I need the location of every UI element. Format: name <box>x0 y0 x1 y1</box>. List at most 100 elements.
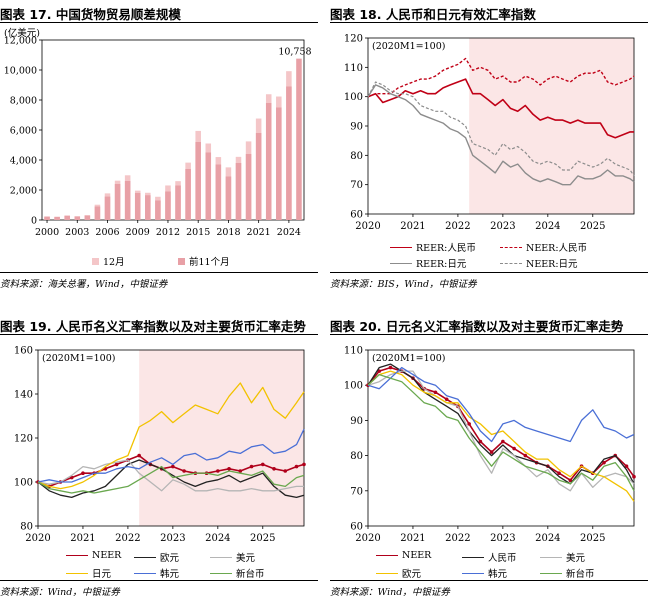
legend-label: NEER <box>92 550 122 561</box>
panel-effective-exchange-rate: 图表 18. 人民币和日元有效汇率指数 (2020M1=100) 60 70 80 90… <box>330 0 648 296</box>
y-tick-label: 10,000 <box>4 66 37 77</box>
title-rule <box>0 22 318 23</box>
chart-title: 图表 18. 人民币和日元有效汇率指数 <box>330 7 536 22</box>
legend-item: NEER:日元 <box>500 256 578 270</box>
series-line <box>37 428 305 483</box>
legend-label: NEER <box>402 550 432 561</box>
series-point <box>467 422 471 426</box>
series-point <box>624 464 629 468</box>
legend: REER:人民币 NEER:人民币 REER:日元 NEER:日元 <box>330 238 648 272</box>
legend-item: 前11个月 <box>178 254 230 268</box>
series-line <box>367 363 635 485</box>
chart-title: 图表 19. 人民币名义汇率指数以及对主要货币汇率走势 <box>0 319 306 334</box>
series-point <box>238 469 243 473</box>
legend-label: 12月 <box>103 257 125 268</box>
x-tick-label: 2009 <box>126 227 150 238</box>
legend-label: 欧元 <box>160 553 180 564</box>
series-point <box>272 467 276 471</box>
legend-label: 日元 <box>92 569 112 580</box>
title-rule <box>330 334 648 335</box>
bar-jan-nov <box>84 215 91 220</box>
series-point <box>302 462 306 467</box>
x-tick-label: 2021 <box>400 221 425 232</box>
legend-swatch <box>210 572 232 574</box>
x-tick-label: 2018 <box>216 227 240 238</box>
legend-swatch <box>390 262 412 264</box>
series-point <box>632 474 636 479</box>
legend-item: 新台币 <box>210 566 265 580</box>
series-point <box>602 460 606 465</box>
series-line <box>367 78 634 139</box>
y-tick-label: 0 <box>31 216 37 227</box>
y-tick-label: 110 <box>344 346 363 357</box>
legend-label: 新台币 <box>236 569 265 580</box>
effective-rate-chart: (2020M1=100) 60 70 80 90 100 110 120 2020 2021 202… <box>344 34 635 232</box>
legend-swatch <box>500 262 522 264</box>
legend-swatch <box>66 572 88 574</box>
source-note: 资料来源：海关总署，Wind，中银证券 <box>0 279 168 290</box>
x-tick-label: 2022 <box>445 221 470 232</box>
series-point <box>182 469 186 473</box>
cny-neer-chart: (2020M1=100) 80 100 120 140 160 2020 2021 2022 20… <box>14 346 306 544</box>
series-point <box>81 471 85 475</box>
x-tick-label: 2000 <box>35 227 59 238</box>
x-tick-label: 2023 <box>490 221 515 232</box>
y-tick-label: 6,000 <box>10 126 37 137</box>
legend-item: REER:人民币 <box>390 240 476 254</box>
legend-swatch <box>66 555 88 556</box>
series-line <box>37 465 305 494</box>
series-point <box>283 469 288 473</box>
legend-item: 人民币 <box>462 550 517 564</box>
bar-jan-nov <box>134 193 141 220</box>
legend-label: NEER:日元 <box>526 259 578 270</box>
x-tick-label: 2023 <box>490 533 515 544</box>
bar-jan-nov <box>124 181 131 220</box>
bar-jan-nov <box>286 86 292 220</box>
legend-label: REER:日元 <box>416 259 467 270</box>
legend-swatch <box>92 257 99 265</box>
x-tick-label: 2022 <box>445 533 470 544</box>
panel-cny-neer: 图表 19. 人民币名义汇率指数以及对主要货币汇率走势 (2020M1=100)… <box>0 312 318 601</box>
legend-swatch <box>462 556 484 558</box>
bar-jan-nov <box>215 164 222 220</box>
shaded-region <box>469 38 634 214</box>
legend-item: 韩元 <box>134 566 179 580</box>
legend-swatch <box>134 556 156 558</box>
series-line <box>367 57 635 98</box>
legend-item: 美元 <box>540 550 585 564</box>
legend-swatch <box>134 572 156 574</box>
legend-label: 韩元 <box>488 569 508 580</box>
legend-swatch <box>210 556 232 558</box>
legend-item: 12月 <box>92 254 125 268</box>
legend-item: 日元 <box>66 566 111 580</box>
title-rule <box>0 334 318 335</box>
legend-label: 人民币 <box>488 553 517 564</box>
legend: NEER 人民币 美元 欧元 韩元 新台币 <box>330 548 648 580</box>
series-point <box>444 397 449 402</box>
legend-swatch <box>376 555 398 556</box>
bar-jan-nov <box>255 133 262 220</box>
y-tick-label: 80 <box>350 151 363 162</box>
series-line <box>367 370 635 502</box>
legend: 12月 前11个月 <box>0 250 318 270</box>
x-tick-label: 2024 <box>535 533 560 544</box>
x-tick-label: 2021 <box>247 227 271 238</box>
plot-frame <box>367 349 635 527</box>
legend-item: 欧元 <box>134 550 179 564</box>
y-tick-label: 80 <box>20 522 33 533</box>
source-rule <box>0 272 318 273</box>
source-note: 资料来源：Wind，中银证券 <box>0 587 120 598</box>
legend-swatch <box>462 572 484 574</box>
series-point <box>249 464 254 469</box>
legend-item: REER:日元 <box>390 256 466 270</box>
legend-swatch <box>376 572 398 574</box>
y-tick-label: 12,000 <box>4 36 37 47</box>
bar-jan-nov <box>225 176 232 220</box>
source-rule <box>330 580 648 581</box>
y-tick-label: 80 <box>350 451 363 462</box>
title-rule <box>330 22 648 23</box>
legend-label: 欧元 <box>402 569 422 580</box>
legend-item: NEER <box>376 550 431 561</box>
y-tick-label: 4,000 <box>10 156 37 167</box>
legend-item: NEER:人民币 <box>500 240 587 254</box>
